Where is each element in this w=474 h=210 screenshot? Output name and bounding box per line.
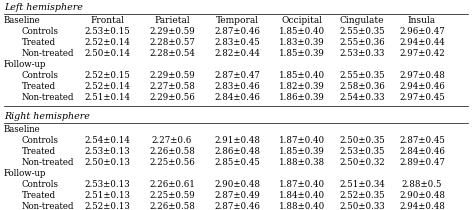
- Text: Non-treated: Non-treated: [22, 93, 74, 102]
- Text: 1.88±0.40: 1.88±0.40: [279, 202, 325, 210]
- Text: 1.82±0.39: 1.82±0.39: [279, 82, 325, 91]
- Text: Insula: Insula: [408, 16, 436, 25]
- Text: 2.90±0.48: 2.90±0.48: [214, 180, 260, 189]
- Text: 2.55±0.35: 2.55±0.35: [339, 27, 385, 36]
- Text: 2.53±0.15: 2.53±0.15: [84, 27, 130, 36]
- Text: 2.97±0.42: 2.97±0.42: [399, 49, 445, 58]
- Text: 2.29±0.59: 2.29±0.59: [149, 27, 195, 36]
- Text: Occipital: Occipital: [282, 16, 322, 25]
- Text: 2.52±0.13: 2.52±0.13: [84, 202, 130, 210]
- Text: 2.25±0.59: 2.25±0.59: [149, 191, 195, 200]
- Text: 2.83±0.45: 2.83±0.45: [214, 38, 260, 47]
- Text: 2.55±0.35: 2.55±0.35: [339, 71, 385, 80]
- Text: 1.85±0.40: 1.85±0.40: [279, 71, 325, 80]
- Text: 2.29±0.59: 2.29±0.59: [149, 71, 195, 80]
- Text: 2.91±0.48: 2.91±0.48: [214, 136, 260, 145]
- Text: 2.51±0.14: 2.51±0.14: [84, 93, 130, 102]
- Text: 2.51±0.34: 2.51±0.34: [339, 180, 385, 189]
- Text: 2.53±0.13: 2.53±0.13: [84, 147, 130, 156]
- Text: 2.87±0.46: 2.87±0.46: [214, 202, 260, 210]
- Text: 2.86±0.48: 2.86±0.48: [214, 147, 260, 156]
- Text: 2.27±0.58: 2.27±0.58: [149, 82, 195, 91]
- Text: 2.26±0.58: 2.26±0.58: [149, 202, 195, 210]
- Text: Parietal: Parietal: [154, 16, 190, 25]
- Text: 1.86±0.39: 1.86±0.39: [279, 93, 325, 102]
- Text: 2.85±0.45: 2.85±0.45: [214, 158, 260, 167]
- Text: 2.52±0.35: 2.52±0.35: [339, 191, 385, 200]
- Text: 2.28±0.54: 2.28±0.54: [149, 49, 195, 58]
- Text: 2.94±0.44: 2.94±0.44: [399, 38, 445, 47]
- Text: 2.50±0.33: 2.50±0.33: [339, 202, 385, 210]
- Text: 2.84±0.46: 2.84±0.46: [399, 147, 445, 156]
- Text: Follow-up: Follow-up: [4, 60, 46, 69]
- Text: 1.84±0.40: 1.84±0.40: [279, 191, 325, 200]
- Text: Controls: Controls: [22, 71, 59, 80]
- Text: 2.51±0.13: 2.51±0.13: [84, 191, 130, 200]
- Text: Treated: Treated: [22, 191, 56, 200]
- Text: 2.52±0.14: 2.52±0.14: [84, 38, 130, 47]
- Text: 2.53±0.35: 2.53±0.35: [339, 147, 385, 156]
- Text: Controls: Controls: [22, 27, 59, 36]
- Text: 1.85±0.39: 1.85±0.39: [279, 49, 325, 58]
- Text: 2.52±0.14: 2.52±0.14: [84, 82, 130, 91]
- Text: 2.97±0.45: 2.97±0.45: [399, 93, 445, 102]
- Text: 2.97±0.48: 2.97±0.48: [399, 71, 445, 80]
- Text: 2.26±0.58: 2.26±0.58: [149, 147, 195, 156]
- Text: Right hemisphere: Right hemisphere: [4, 112, 90, 121]
- Text: Controls: Controls: [22, 136, 59, 145]
- Text: 2.89±0.47: 2.89±0.47: [399, 158, 445, 167]
- Text: 2.28±0.57: 2.28±0.57: [149, 38, 195, 47]
- Text: 2.50±0.32: 2.50±0.32: [339, 158, 385, 167]
- Text: 2.58±0.36: 2.58±0.36: [339, 82, 385, 91]
- Text: 2.50±0.14: 2.50±0.14: [84, 49, 130, 58]
- Text: 2.55±0.36: 2.55±0.36: [339, 38, 385, 47]
- Text: Baseline: Baseline: [4, 16, 41, 25]
- Text: 2.27±0.6: 2.27±0.6: [152, 136, 192, 145]
- Text: Cingulate: Cingulate: [340, 16, 384, 25]
- Text: Treated: Treated: [22, 147, 56, 156]
- Text: Non-treated: Non-treated: [22, 202, 74, 210]
- Text: Left hemisphere: Left hemisphere: [4, 3, 83, 12]
- Text: 2.96±0.47: 2.96±0.47: [399, 27, 445, 36]
- Text: 2.50±0.13: 2.50±0.13: [84, 158, 130, 167]
- Text: Controls: Controls: [22, 180, 59, 189]
- Text: 2.90±0.48: 2.90±0.48: [399, 191, 445, 200]
- Text: Non-treated: Non-treated: [22, 49, 74, 58]
- Text: Non-treated: Non-treated: [22, 158, 74, 167]
- Text: Temporal: Temporal: [216, 16, 258, 25]
- Text: 2.26±0.61: 2.26±0.61: [149, 180, 195, 189]
- Text: 2.87±0.45: 2.87±0.45: [399, 136, 445, 145]
- Text: Baseline: Baseline: [4, 125, 41, 134]
- Text: 2.83±0.46: 2.83±0.46: [214, 82, 260, 91]
- Text: 1.85±0.40: 1.85±0.40: [279, 27, 325, 36]
- Text: 2.87±0.49: 2.87±0.49: [214, 191, 260, 200]
- Text: 2.53±0.33: 2.53±0.33: [339, 49, 385, 58]
- Text: 2.52±0.15: 2.52±0.15: [84, 71, 130, 80]
- Text: 2.54±0.14: 2.54±0.14: [84, 136, 130, 145]
- Text: 1.83±0.39: 1.83±0.39: [279, 38, 325, 47]
- Text: Follow-up: Follow-up: [4, 169, 46, 178]
- Text: Treated: Treated: [22, 38, 56, 47]
- Text: 2.84±0.46: 2.84±0.46: [214, 93, 260, 102]
- Text: 2.94±0.46: 2.94±0.46: [399, 82, 445, 91]
- Text: 2.88±0.5: 2.88±0.5: [402, 180, 442, 189]
- Text: 2.50±0.35: 2.50±0.35: [339, 136, 385, 145]
- Text: 2.82±0.44: 2.82±0.44: [214, 49, 260, 58]
- Text: 1.87±0.40: 1.87±0.40: [279, 136, 325, 145]
- Text: 1.87±0.40: 1.87±0.40: [279, 180, 325, 189]
- Text: 2.54±0.33: 2.54±0.33: [339, 93, 385, 102]
- Text: 2.87±0.47: 2.87±0.47: [214, 71, 260, 80]
- Text: 2.94±0.48: 2.94±0.48: [399, 202, 445, 210]
- Text: Treated: Treated: [22, 82, 56, 91]
- Text: Frontal: Frontal: [90, 16, 124, 25]
- Text: 1.88±0.38: 1.88±0.38: [279, 158, 325, 167]
- Text: 1.85±0.39: 1.85±0.39: [279, 147, 325, 156]
- Text: 2.29±0.56: 2.29±0.56: [149, 93, 195, 102]
- Text: 2.53±0.13: 2.53±0.13: [84, 180, 130, 189]
- Text: 2.25±0.56: 2.25±0.56: [149, 158, 195, 167]
- Text: 2.87±0.46: 2.87±0.46: [214, 27, 260, 36]
